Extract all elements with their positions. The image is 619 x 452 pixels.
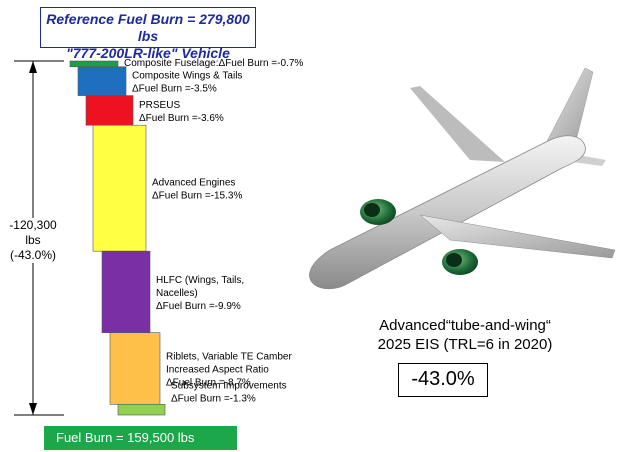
total-reduction-lbs: -120,300 lbs [9,218,57,247]
reference-fuel-burn-text: Reference Fuel Burn = 279,800 lbs [46,11,250,44]
waterfall-label-1: Composite Fuselage:ΔFuel Burn =-0.7% [124,58,303,69]
waterfall-label-7: Subsystem Improvements ΔFuel Burn =-1.3% [171,380,287,404]
caption-line-2: 2025 EIS (TRL=6 in 2020) [377,336,553,353]
total-reduction-pct: (-43.0%) [9,248,56,262]
reference-fuel-burn-box: Reference Fuel Burn = 279,800 lbs "777-2… [40,7,256,61]
waterfall-label-3: PRSEUS ΔFuel Burn =-3.6% [139,100,224,124]
waterfall-bar-1 [69,60,119,68]
waterfall-bar-5 [101,250,151,333]
result-reduction-text: -43.0% [411,368,475,390]
waterfall-label-6: Riblets, Variable TE Camber Increased Asp… [166,351,292,388]
waterfall-bar-7 [117,403,166,416]
airplane-image [309,67,616,290]
total-reduction-label: -120,300 lbs (-43.0%) [2,218,64,263]
waterfall-bar-2 [77,66,127,96]
final-fuel-burn-text: Fuel Burn = 159,500 lbs [56,430,195,445]
final-fuel-burn-box: Fuel Burn = 159,500 lbs [44,426,237,450]
caption-line-1: Advanced“tube-and-wing“ [379,317,551,334]
waterfall-bar-3 [85,95,134,126]
waterfall-label-5: HLFC (Wings, Tails, Nacelles) ΔFuel Burn =… [156,275,244,312]
vehicle-caption: Advanced“tube-and-wing“ 2025 EIS (TRL=6 … [345,316,585,354]
waterfall-bar-6 [109,332,161,405]
result-reduction-box: -43.0% [398,363,488,397]
waterfall-label-4: Advanced Engines ΔFuel Burn =-15.3% [152,178,242,202]
waterfall-label-2: Composite Wings & Tails ΔFuel Burn =-3.5% [132,71,242,95]
reference-vehicle-text: "777-200LR-like" Vehicle [66,45,230,61]
waterfall-bar-4 [92,124,147,252]
